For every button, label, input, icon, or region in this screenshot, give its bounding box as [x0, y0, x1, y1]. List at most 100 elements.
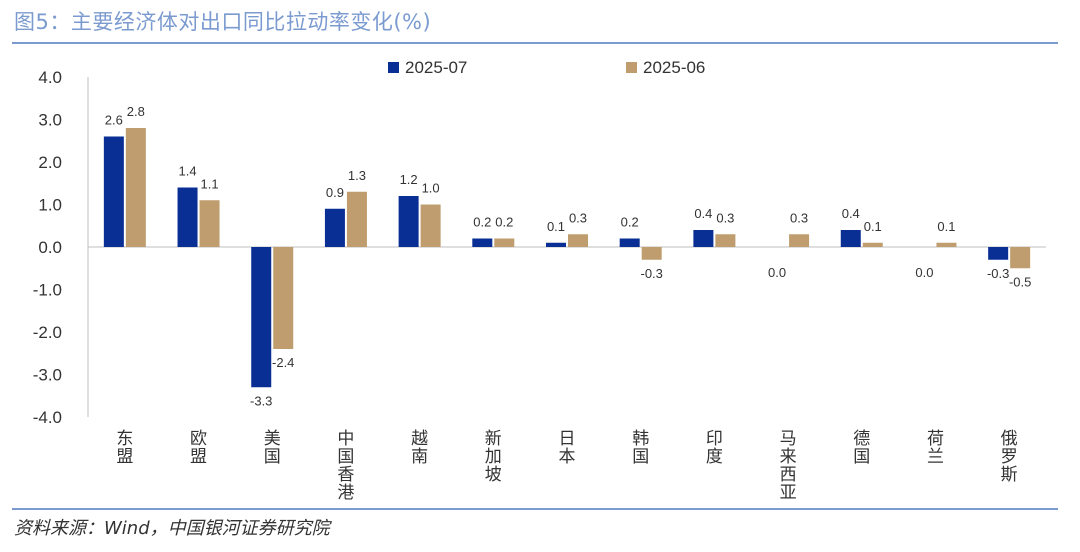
- data-label: 0.3: [790, 210, 808, 225]
- bar-2025-06: [125, 128, 146, 247]
- data-label: 0.2: [495, 215, 513, 230]
- category-label-char: 韩: [632, 429, 649, 449]
- bar-2025-07: [619, 238, 640, 247]
- category-label-char: 盟: [190, 447, 207, 467]
- data-label: 1.3: [348, 168, 366, 183]
- bar-2025-06: [346, 191, 367, 247]
- bar-2025-06: [273, 247, 294, 349]
- data-label: 0.9: [326, 185, 344, 200]
- category-label-char: 荷: [927, 429, 944, 449]
- data-label: 0.2: [473, 215, 491, 230]
- bar-2025-06: [1010, 247, 1031, 269]
- category-label-char: 度: [706, 447, 723, 467]
- category-label-char: 欧: [190, 429, 207, 449]
- category-label-char: 斯: [1001, 465, 1018, 485]
- y-tick-label: -2.0: [33, 323, 62, 342]
- category-label-char: 新: [485, 429, 502, 449]
- category-label-char: 东: [116, 429, 133, 449]
- category-label-char: 德: [853, 429, 870, 449]
- bar-2025-07: [472, 238, 493, 247]
- category-label-char: 印: [706, 429, 723, 449]
- category-label-char: 日: [559, 429, 576, 449]
- bar-2025-07: [693, 230, 714, 247]
- category-label-char: 加: [485, 447, 502, 467]
- data-label: 0.4: [842, 206, 860, 221]
- bar-2025-06: [936, 242, 957, 247]
- bar-2025-07: [988, 247, 1009, 260]
- category-label-char: 来: [780, 447, 797, 467]
- y-tick-label: -4.0: [33, 408, 62, 427]
- legend-label: 2025-07: [405, 58, 467, 77]
- data-label: -0.3: [987, 266, 1009, 281]
- category-label-char: 美: [264, 429, 281, 449]
- bar-2025-06: [862, 242, 883, 247]
- source-note: 资料来源：Wind，中国银河证券研究院: [14, 518, 330, 539]
- category-label-char: 国: [853, 447, 870, 467]
- data-label: 0.0: [915, 265, 933, 280]
- category-label-char: 兰: [927, 447, 944, 467]
- data-label: -3.3: [250, 393, 272, 408]
- category-label-char: 国: [264, 447, 281, 467]
- data-label: 0.3: [716, 210, 734, 225]
- category-label-char: 马: [780, 429, 797, 449]
- category-label-char: 越: [411, 429, 428, 449]
- bar-2025-07: [251, 247, 272, 388]
- y-tick-label: 2.0: [38, 153, 62, 172]
- title-rule: [12, 42, 1058, 44]
- data-label: 0.3: [569, 210, 587, 225]
- data-label: 0.2: [621, 215, 639, 230]
- bar-2025-07: [324, 208, 345, 247]
- data-label: 0.1: [937, 219, 955, 234]
- data-label: 1.0: [422, 181, 440, 196]
- category-label-char: 国: [337, 447, 354, 467]
- bar-2025-07: [546, 242, 566, 247]
- bar-2025-07: [177, 187, 198, 247]
- data-label: -2.4: [272, 355, 294, 370]
- y-tick-label: -1.0: [33, 281, 62, 300]
- legend-label: 2025-06: [643, 58, 705, 77]
- bar-2025-07: [840, 230, 861, 247]
- category-label-char: 港: [337, 483, 354, 503]
- data-label: 0.1: [547, 219, 565, 234]
- category-label-char: 国: [632, 447, 649, 467]
- legend-swatch: [388, 62, 399, 73]
- data-label: 1.2: [400, 172, 418, 187]
- category-label-char: 盟: [116, 447, 133, 467]
- bar-2025-06: [420, 204, 441, 247]
- category-label-char: 本: [559, 447, 576, 467]
- data-label: -0.5: [1009, 274, 1031, 289]
- bar-2025-06: [494, 238, 515, 247]
- category-label-char: 俄: [1001, 429, 1018, 449]
- bar-2025-06: [568, 234, 588, 247]
- data-label: 0.0: [768, 265, 786, 280]
- data-label: 0.4: [694, 206, 712, 221]
- data-label: 0.1: [864, 219, 882, 234]
- chart-title: 图5：主要经济体对出口同比拉动率变化(%): [14, 10, 432, 34]
- y-tick-label: 0.0: [38, 238, 62, 257]
- category-label-char: 中: [337, 429, 354, 449]
- footer-rule: [12, 508, 1058, 510]
- y-tick-label: 3.0: [38, 111, 62, 130]
- y-tick-label: -3.0: [33, 366, 62, 385]
- y-tick-label: 4.0: [38, 68, 62, 87]
- category-label-char: 香: [337, 465, 354, 485]
- bar-2025-06: [199, 200, 220, 247]
- category-label-char: 坡: [485, 465, 502, 485]
- bar-2025-06: [789, 234, 810, 247]
- category-label-char: 南: [411, 447, 428, 467]
- data-label: 1.1: [200, 176, 218, 191]
- category-label-char: 亚: [780, 483, 797, 503]
- category-label-char: 西: [780, 465, 797, 485]
- data-label: -0.3: [640, 266, 662, 281]
- category-label-char: 罗: [1001, 447, 1018, 467]
- bar-2025-06: [715, 234, 736, 247]
- bar-2025-06: [641, 247, 662, 260]
- data-label: 2.8: [127, 104, 145, 119]
- data-label: 1.4: [178, 164, 196, 179]
- bar-2025-07: [103, 136, 124, 247]
- y-tick-label: 1.0: [38, 196, 62, 215]
- legend-swatch: [626, 62, 637, 73]
- data-label: 2.6: [105, 113, 123, 128]
- bar-2025-07: [398, 196, 419, 247]
